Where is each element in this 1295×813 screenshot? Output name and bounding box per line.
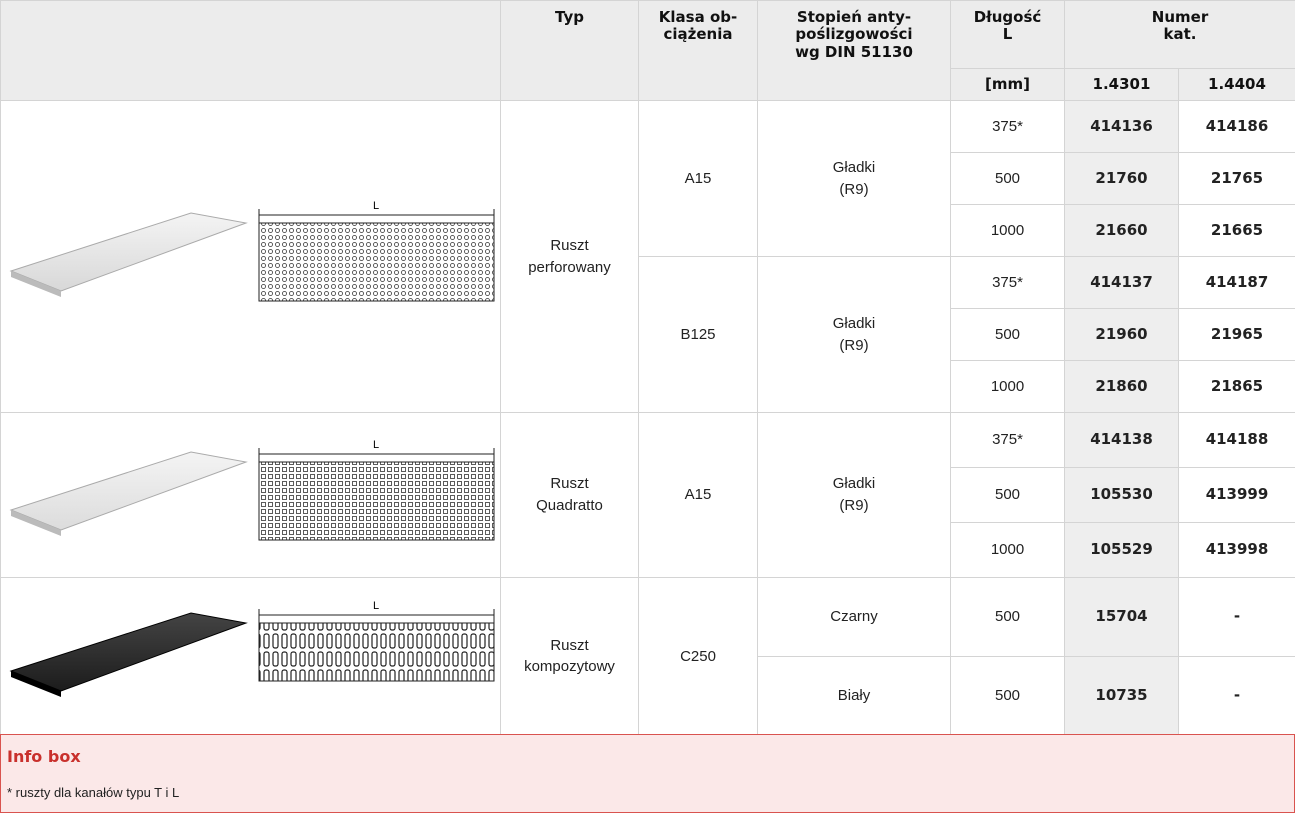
- length-cell: 500: [951, 309, 1065, 361]
- number-cell: 414138: [1065, 413, 1179, 468]
- header-stopien: Stopień anty- poślizgowości wg DIN 51130: [758, 1, 951, 101]
- class-cell: C250: [639, 578, 758, 736]
- product-drawing: L: [1, 178, 501, 328]
- dimension-label: L: [373, 439, 379, 451]
- length-cell: 1000: [951, 205, 1065, 257]
- info-text: * ruszty dla kanałów typu T i L: [7, 785, 179, 800]
- length-cell: 1000: [951, 523, 1065, 578]
- finish-cell: Gładki (R9): [758, 413, 951, 578]
- number-cell: 21760: [1065, 153, 1179, 205]
- header-dlugosc: Długość L: [951, 1, 1065, 69]
- length-cell: 375*: [951, 101, 1065, 153]
- product-drawing: L: [1, 578, 501, 728]
- finish-cell: Biały: [758, 656, 951, 735]
- type-cell: Ruszt perforowany: [501, 101, 639, 413]
- header-typ: Typ: [501, 1, 639, 101]
- header-col: 1.4301: [1065, 69, 1179, 101]
- header-klasa: Klasa ob- ciążenia: [639, 1, 758, 101]
- class-cell: A15: [639, 413, 758, 578]
- technical-drawing: [259, 462, 494, 540]
- dimension-label: L: [373, 200, 379, 212]
- type-cell: Ruszt Quadratto: [501, 413, 639, 578]
- number-cell: 21660: [1065, 205, 1179, 257]
- product-table: Typ Klasa ob- ciążenia Stopień anty- poś…: [0, 0, 1295, 736]
- dimension-label: L: [373, 600, 379, 612]
- product-photo: [11, 213, 246, 291]
- number-cell: 105529: [1065, 523, 1179, 578]
- number-cell: 21865: [1179, 361, 1295, 413]
- number-cell: 414137: [1065, 257, 1179, 309]
- length-cell: 1000: [951, 361, 1065, 413]
- number-cell: 414187: [1179, 257, 1295, 309]
- header-empty: [1, 1, 501, 101]
- number-cell: -: [1179, 578, 1295, 657]
- image-cell: L: [1, 101, 501, 413]
- type-cell: Ruszt kompozytowy: [501, 578, 639, 736]
- technical-drawing: [259, 623, 494, 681]
- length-cell: 500: [951, 656, 1065, 735]
- finish-cell: Gładki (R9): [758, 101, 951, 257]
- number-cell: 105530: [1065, 468, 1179, 523]
- technical-drawing: [259, 223, 494, 301]
- length-cell: 375*: [951, 257, 1065, 309]
- number-cell: 15704: [1065, 578, 1179, 657]
- image-cell: L: [1, 413, 501, 578]
- class-cell: A15: [639, 101, 758, 257]
- product-drawing: L: [1, 417, 501, 567]
- number-cell: 21860: [1065, 361, 1179, 413]
- finish-cell: Gładki (R9): [758, 257, 951, 413]
- header-col: 1.4404: [1179, 69, 1295, 101]
- product-photo: [11, 452, 246, 530]
- number-cell: 21960: [1065, 309, 1179, 361]
- number-cell: 21765: [1179, 153, 1295, 205]
- number-cell: 413999: [1179, 468, 1295, 523]
- number-cell: 10735: [1065, 656, 1179, 735]
- length-cell: 500: [951, 468, 1065, 523]
- number-cell: 413998: [1179, 523, 1295, 578]
- finish-cell: Czarny: [758, 578, 951, 657]
- number-cell: -: [1179, 656, 1295, 735]
- number-cell: 414188: [1179, 413, 1295, 468]
- header-numer: Numer kat.: [1065, 1, 1295, 69]
- length-cell: 500: [951, 578, 1065, 657]
- image-cell: L: [1, 578, 501, 736]
- header-unit: [mm]: [951, 69, 1065, 101]
- product-photo: [11, 613, 246, 691]
- info-box: Info box * ruszty dla kanałów typu T i L: [0, 734, 1295, 813]
- number-cell: 21665: [1179, 205, 1295, 257]
- number-cell: 21965: [1179, 309, 1295, 361]
- info-title: Info box: [7, 747, 81, 766]
- number-cell: 414186: [1179, 101, 1295, 153]
- length-cell: 500: [951, 153, 1065, 205]
- class-cell: B125: [639, 257, 758, 413]
- number-cell: 414136: [1065, 101, 1179, 153]
- length-cell: 375*: [951, 413, 1065, 468]
